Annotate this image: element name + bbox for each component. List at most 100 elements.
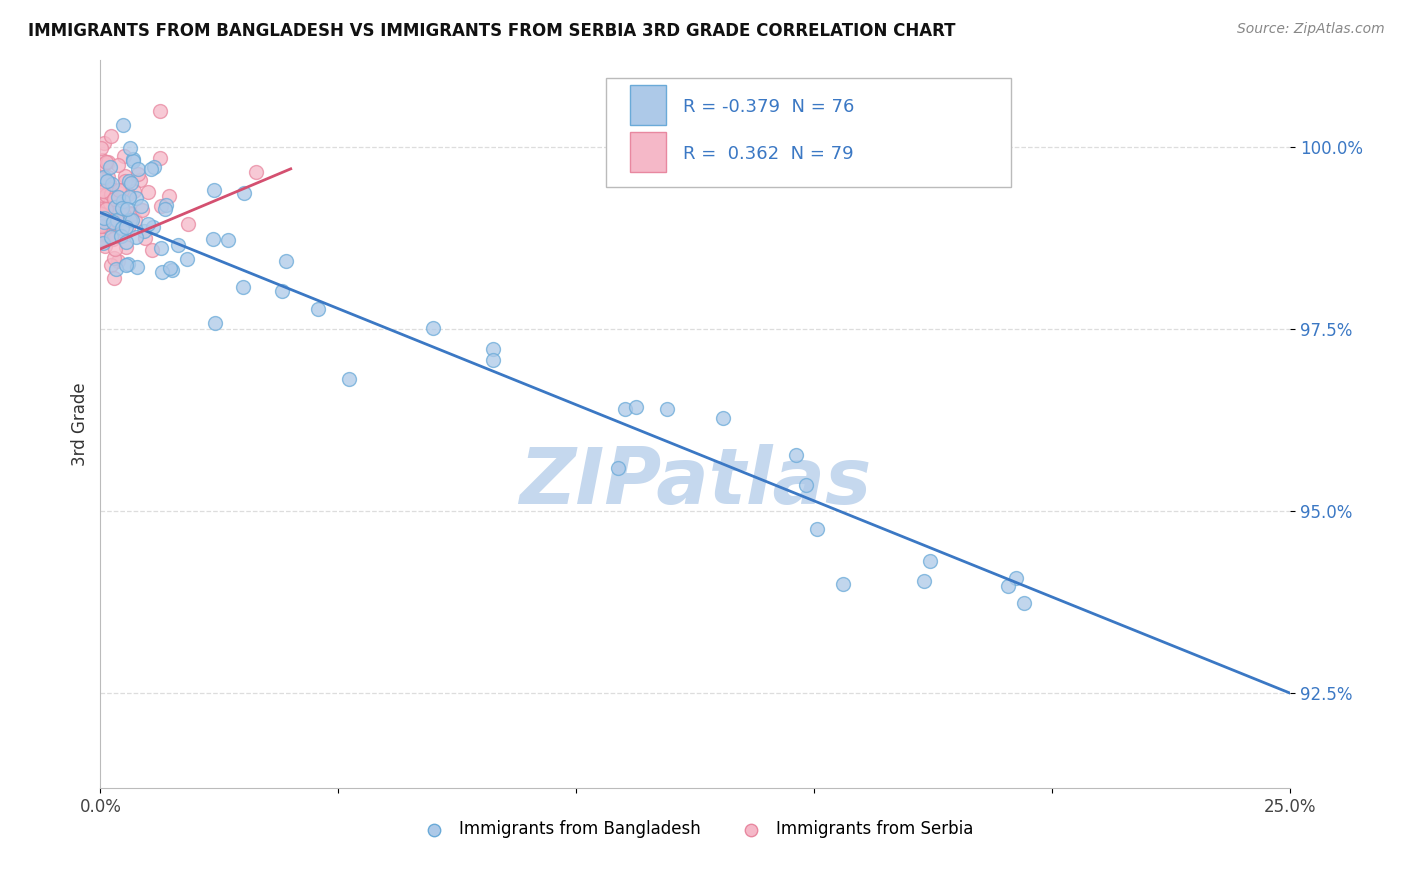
Point	[149, 151, 172, 165]
Point	[614, 401, 637, 416]
Point	[93, 215, 115, 229]
Point	[91, 210, 114, 224]
Point	[103, 270, 125, 285]
Point	[157, 189, 180, 203]
Point	[112, 149, 135, 163]
Point	[132, 224, 155, 238]
Point	[93, 157, 115, 171]
Point	[115, 258, 138, 272]
Point	[108, 183, 131, 197]
Point	[141, 243, 163, 257]
Point	[105, 209, 128, 223]
Point	[118, 211, 141, 226]
Point	[93, 196, 115, 211]
Point	[114, 208, 136, 222]
Point	[93, 211, 115, 225]
Point	[118, 174, 141, 188]
Point	[105, 214, 128, 228]
Bar	[630, 132, 665, 172]
Point	[91, 236, 114, 251]
Point	[93, 170, 115, 185]
Point	[94, 188, 117, 202]
Point	[111, 184, 134, 198]
Point	[104, 229, 127, 244]
Point	[94, 194, 117, 208]
Point	[90, 219, 112, 233]
Point	[124, 190, 146, 204]
Text: R = -0.379  N = 76: R = -0.379 N = 76	[683, 98, 855, 116]
Point	[100, 188, 122, 202]
Point	[91, 185, 114, 199]
Point	[1012, 596, 1035, 610]
Point	[166, 238, 188, 252]
Point	[134, 231, 156, 245]
Point	[232, 279, 254, 293]
Point	[90, 202, 112, 217]
Point	[422, 321, 444, 335]
Point	[274, 253, 297, 268]
Point	[117, 186, 139, 201]
Point	[120, 176, 142, 190]
Point	[91, 218, 114, 232]
Point	[117, 257, 139, 271]
Point	[217, 233, 239, 247]
Point	[136, 186, 159, 200]
Point	[97, 170, 120, 185]
Point	[115, 202, 138, 216]
Point	[127, 260, 149, 275]
Point	[307, 301, 329, 316]
Point	[149, 199, 172, 213]
Point	[90, 172, 112, 186]
Point	[104, 243, 127, 257]
Point	[918, 554, 941, 568]
Point	[96, 155, 118, 169]
Point	[150, 265, 173, 279]
Point	[104, 205, 127, 219]
Point	[141, 161, 163, 176]
Point	[97, 155, 120, 169]
Point	[122, 153, 145, 168]
Point	[107, 254, 129, 268]
Point	[115, 240, 138, 254]
Legend: Immigrants from Bangladesh, Immigrants from Serbia: Immigrants from Bangladesh, Immigrants f…	[411, 814, 980, 845]
Text: IMMIGRANTS FROM BANGLADESH VS IMMIGRANTS FROM SERBIA 3RD GRADE CORRELATION CHART: IMMIGRANTS FROM BANGLADESH VS IMMIGRANTS…	[28, 22, 956, 40]
Point	[832, 576, 855, 591]
Point	[142, 219, 165, 234]
Point	[90, 153, 112, 168]
Point	[176, 252, 198, 267]
Point	[204, 183, 226, 197]
Point	[101, 232, 124, 246]
Point	[117, 221, 139, 235]
Text: Source: ZipAtlas.com: Source: ZipAtlas.com	[1237, 22, 1385, 37]
Point	[101, 215, 124, 229]
Point	[96, 174, 118, 188]
Point	[124, 184, 146, 198]
Point	[337, 372, 360, 386]
Point	[177, 217, 200, 231]
Point	[100, 182, 122, 196]
Point	[98, 160, 121, 174]
Point	[155, 198, 177, 212]
Point	[796, 478, 818, 492]
Point	[104, 192, 127, 206]
Point	[100, 229, 122, 244]
Point	[105, 212, 128, 227]
Point	[159, 260, 181, 275]
Point	[94, 209, 117, 223]
Point	[90, 178, 112, 193]
Point	[711, 411, 734, 425]
Point	[912, 574, 935, 588]
Point	[94, 238, 117, 252]
Point	[104, 200, 127, 214]
Point	[806, 522, 828, 536]
Point	[90, 140, 112, 154]
Point	[96, 202, 118, 216]
Point	[149, 103, 172, 118]
Text: ZIPatlas: ZIPatlas	[519, 444, 872, 520]
Y-axis label: 3rd Grade: 3rd Grade	[72, 382, 89, 466]
Point	[111, 220, 134, 235]
Point	[100, 129, 122, 144]
Point	[127, 161, 149, 176]
Point	[114, 169, 136, 183]
Point	[111, 118, 134, 132]
